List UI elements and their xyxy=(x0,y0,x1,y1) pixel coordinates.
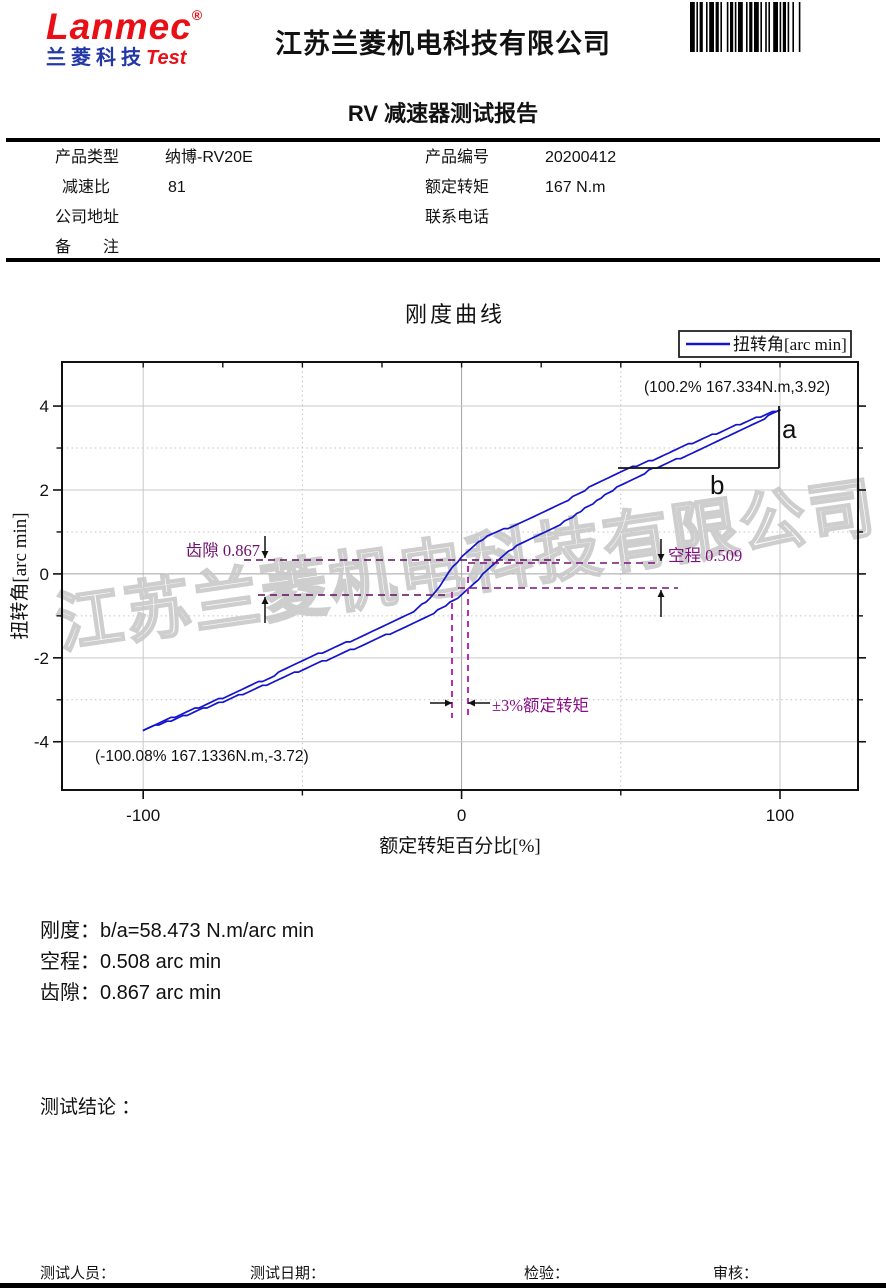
report-title: RV 减速器测试报告 xyxy=(347,101,539,126)
torque-band-annotation: ±3%额定转矩 xyxy=(492,696,589,715)
barcode-icon xyxy=(690,2,801,52)
info-value: 20200412 xyxy=(545,149,617,166)
load-branch xyxy=(142,408,781,732)
info-value: 81 xyxy=(168,179,186,196)
chart-primitive xyxy=(696,2,698,52)
chart-primitive: 0 xyxy=(457,806,466,825)
chart-primitive xyxy=(773,2,778,52)
footer-review-label: 审核： xyxy=(713,1265,759,1282)
stiffness-result: 刚度：b/a=58.473 N.m/arc min xyxy=(40,920,314,942)
logo-brand-text: Lanmec xyxy=(46,6,192,47)
logo-subtitle-en: Test xyxy=(146,47,187,69)
info-label: 备 注 xyxy=(55,239,120,256)
x-axis-label: 额定转矩百分比[%] xyxy=(379,835,540,857)
info-label: 公司地址 xyxy=(55,209,120,226)
conclusion-label: 测试结论 ： xyxy=(40,1097,141,1118)
chart-primitive xyxy=(445,699,452,707)
chart-primitive xyxy=(738,2,743,52)
chart-primitive xyxy=(690,2,695,52)
chart-primitive xyxy=(261,551,269,558)
footer-inspect-label: 检验： xyxy=(524,1265,570,1282)
chart-primitive xyxy=(787,2,790,52)
chart-legend: 扭转角[arc min] xyxy=(678,330,852,358)
chart-primitive xyxy=(768,2,770,52)
results-block: 刚度：b/a=58.473 N.m/arc min 空程：0.508 arc m… xyxy=(40,916,314,1009)
chart-primitive xyxy=(715,2,719,52)
info-label: 产品类型 xyxy=(55,149,120,166)
max-point-label: (100.2% 167.334N.m,3.92) xyxy=(644,379,830,396)
divider-top xyxy=(6,138,880,142)
chart-primitive xyxy=(657,554,665,561)
backlash-annotation: 齿隙 0.867 xyxy=(186,541,260,560)
chart-title: 刚度曲线 xyxy=(405,302,505,327)
chart-primitive xyxy=(765,2,767,52)
chart-primitive xyxy=(726,2,729,52)
registered-mark-icon: ® xyxy=(191,7,203,23)
chart-primitive xyxy=(468,699,475,707)
company-name: 江苏兰菱机电科技有限公司 xyxy=(275,29,611,59)
chart-primitive: -2 xyxy=(34,649,49,668)
info-label: 额定转矩 xyxy=(425,179,490,196)
chart-primitive xyxy=(782,2,786,52)
chart-primitive: 100 xyxy=(766,806,794,825)
chart-gridlines xyxy=(62,362,858,790)
chart-primitive xyxy=(61,361,859,791)
info-label: 减速比 xyxy=(62,179,111,196)
chart-primitive xyxy=(746,2,748,52)
chart-primitive xyxy=(792,2,794,52)
chart-primitive xyxy=(657,590,665,597)
chart-primitive xyxy=(261,597,269,604)
chart-primitive xyxy=(720,2,722,52)
divider-info xyxy=(6,258,880,262)
info-value: 167 N.m xyxy=(545,179,606,196)
footer-date-label: 测试日期： xyxy=(250,1265,326,1282)
chart-primitive xyxy=(779,2,782,52)
chart-primitive xyxy=(798,2,801,52)
hysteresis-curves xyxy=(142,408,781,732)
chart-primitive xyxy=(734,2,737,52)
chart-annotation-lines xyxy=(244,406,780,718)
chart-primitive: -4 xyxy=(34,733,49,752)
chart-primitive: 0 xyxy=(40,565,49,584)
footer-tester-label: 测试人员： xyxy=(40,1265,116,1282)
chart-primitive: -100 xyxy=(126,806,160,825)
y-axis-label: 扭转角[arc min] xyxy=(9,512,31,639)
slope-a-label: a xyxy=(782,414,797,444)
stiffness-chart: 刚度曲线 江苏兰菱机电科技有限公司 (100.2% 167.334N.m,3.9… xyxy=(9,302,883,857)
chart-primitive: 4 xyxy=(40,397,49,416)
chart-primitive: 2 xyxy=(40,481,49,500)
backlash-result: 齿隙：0.867 arc min xyxy=(40,982,222,1004)
company-logo: Lanmec® 兰菱科技Test xyxy=(46,8,202,68)
slope-b-label: b xyxy=(710,470,724,500)
chart-primitive xyxy=(730,2,734,52)
lost-motion-annotation: 空程 0.509 xyxy=(668,546,742,565)
info-label: 联系电话 xyxy=(425,209,490,226)
chart-primitive xyxy=(709,2,714,52)
chart-primitive xyxy=(760,2,762,52)
chart-primitive xyxy=(699,2,703,52)
unload-branch xyxy=(142,408,781,732)
info-label: 产品编号 xyxy=(425,149,490,166)
chart-primitive xyxy=(749,2,753,52)
info-value: 纳博-RV20E xyxy=(165,149,253,166)
divider-bottom xyxy=(0,1283,886,1288)
lost-motion-result: 空程：0.508 arc min xyxy=(40,951,222,973)
chart-primitive xyxy=(706,2,708,52)
legend-label: 扭转角[arc min] xyxy=(733,335,847,354)
watermark-text: 江苏兰菱机电科技有限公司 xyxy=(52,470,882,661)
chart-axes: -100 0 100 4 2 0 -2 -4 xyxy=(34,361,866,825)
min-point-label: (-100.08% 167.1336N.m,-3.72) xyxy=(95,748,309,765)
chart-primitive xyxy=(754,2,759,52)
logo-subtitle-cn: 兰菱科技 xyxy=(46,47,146,69)
